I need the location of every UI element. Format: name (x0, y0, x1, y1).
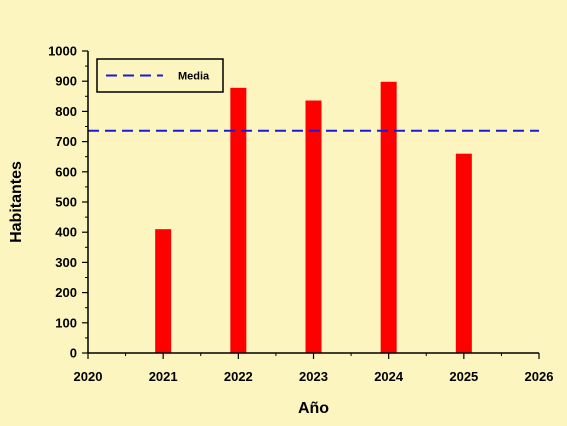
y-tick-label-400: 400 (55, 225, 77, 240)
x-tick-label-2022: 2022 (224, 369, 253, 384)
y-tick-label-800: 800 (55, 104, 77, 119)
x-tick-label-2025: 2025 (449, 369, 478, 384)
x-tick-label-2023: 2023 (299, 369, 328, 384)
bars-group (155, 81, 472, 354)
y-tick-label-100: 100 (55, 315, 77, 330)
bar-2025 (455, 153, 472, 353)
y-tick-label-200: 200 (55, 285, 77, 300)
x-axis-label: Año (298, 400, 329, 417)
legend-label-media: Media (178, 71, 210, 83)
y-tick-label-700: 700 (55, 134, 77, 149)
axes-group: 0 100 200 300 400 500 600 700 800 900 1000 2020 2021… (48, 44, 553, 385)
x-tick-label-2021: 2021 (149, 369, 178, 384)
x-tick-label-2020: 2020 (74, 369, 103, 384)
y-tick-label-0: 0 (70, 346, 77, 361)
legend: Media (96, 58, 224, 93)
bar-2023 (305, 100, 322, 353)
x-tick-label-2026: 2026 (525, 369, 554, 384)
y-tick-label-900: 900 (55, 74, 77, 89)
y-tick-label-300: 300 (55, 255, 77, 270)
y-tick-label-500: 500 (55, 195, 77, 210)
y-axis-label: Habitantes (8, 161, 25, 243)
bar-2022 (230, 87, 247, 354)
bar-2021 (155, 229, 172, 353)
bar-2024 (380, 81, 397, 353)
y-tick-label-600: 600 (55, 164, 77, 179)
legend-box (96, 58, 224, 93)
y-tick-label-1000: 1000 (48, 44, 77, 59)
x-tick-label-2024: 2024 (374, 369, 404, 384)
